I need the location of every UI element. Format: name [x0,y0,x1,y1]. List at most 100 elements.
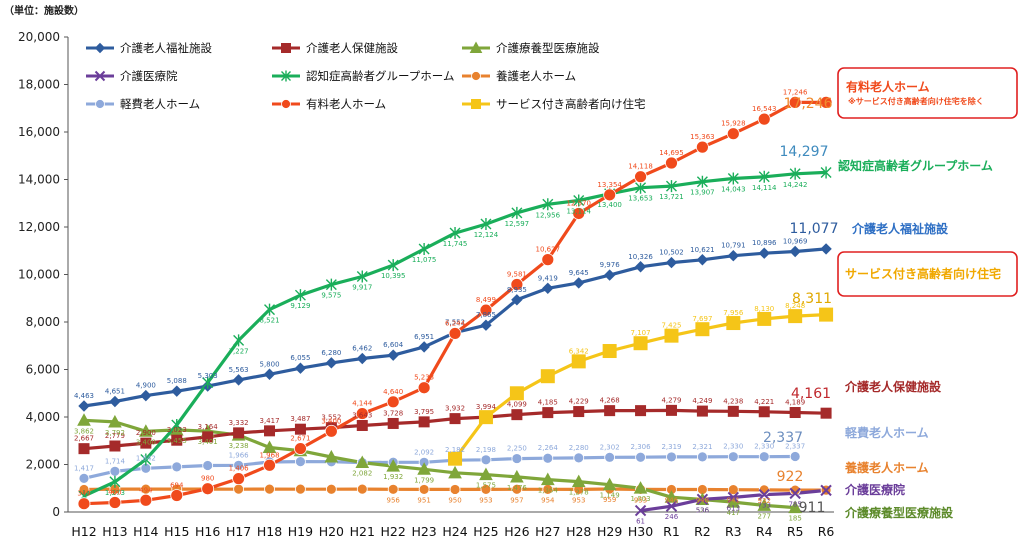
data-label: 4,238 [723,397,743,405]
y-tick-label: 18,000 [18,78,60,92]
data-label: 4,463 [74,392,94,400]
data-point [262,440,277,453]
data-point [634,261,647,273]
end-value-keihi: 2,337 [763,430,803,446]
data-label: 9,575 [321,292,341,300]
data-point [602,344,617,359]
data-point [665,500,678,512]
right-label-iryoin: 介護医療院 [844,482,905,497]
data-point [77,497,91,511]
data-label: 9,917 [352,283,372,291]
x-tick-label: H25 [473,524,498,539]
series-points [77,96,834,517]
data-label: 1,273 [105,489,125,497]
x-tick-label: H20 [319,524,344,539]
right-label-yogo: 養護老人ホーム [844,460,929,475]
x-axis: H12 H13 H14 H15 H16 H17 H18 H19 H20 H21 H22 H23 H24 H… [68,511,834,539]
data-label: 3,332 [229,419,249,427]
data-label: 3,643 [352,411,372,419]
data-point [78,443,90,455]
data-labels: 4,463 4,651 4,900 5,088 5,303 5,563 5,800 6,055… [74,88,808,525]
end-value-fukushi: 11,077 [790,221,839,237]
data-point [789,484,801,496]
data-point [448,465,462,479]
x-tick-label: H16 [195,524,220,539]
data-point [758,406,770,418]
data-point [171,385,183,397]
data-label: 733 [758,502,771,510]
data-label: 954 [541,496,555,504]
legend-label: 介護療養型医療施設 [496,41,600,55]
data-point [324,449,339,463]
x-tick-label: H26 [504,524,529,539]
data-label: 1,575 [476,482,496,490]
data-label: 3,728 [383,409,403,417]
data-point [509,386,524,401]
data-label: 7,425 [661,322,681,330]
data-point [665,180,677,193]
data-point [602,477,617,491]
data-point [356,419,368,431]
data-label: 6,951 [414,333,434,341]
data-label: 2,264 [538,444,559,452]
series-line [83,418,796,510]
data-point [696,405,708,417]
data-label: 12,956 [536,211,561,219]
data-point [819,307,834,322]
data-point [108,496,122,509]
x-tick-label: H22 [381,524,406,539]
data-point [170,489,184,502]
data-point [417,381,431,395]
data-label: 11,075 [412,256,437,264]
data-label: 959 [603,496,616,504]
x-tick-label: H19 [288,524,313,539]
data-label: 3,792 [105,429,125,437]
data-point [635,405,647,417]
data-point [325,278,337,291]
data-label: 2,306 [631,443,652,451]
data-point [418,484,430,495]
data-label: 2,900 [136,429,156,437]
data-label: 3,795 [414,408,434,416]
data-point [109,475,121,488]
data-label: 1,799 [414,476,434,484]
x-tick-label: R2 [694,524,711,539]
data-point [727,491,740,504]
data-point [171,418,183,431]
data-point [202,376,214,389]
data-label: 4,249 [692,397,712,405]
x-tick-label: H21 [350,524,375,539]
data-point [325,483,337,495]
data-point [386,459,401,472]
data-point [233,483,245,495]
data-label: 948 [696,496,709,504]
data-point [789,245,801,258]
legend-marker [471,99,481,109]
data-label: 10,326 [628,253,653,261]
data-label: 10,502 [659,249,684,257]
data-label: 4,268 [600,397,620,405]
data-label: 3,932 [445,405,465,413]
legend-label: 認知症高齢者グループホーム [306,69,454,83]
x-tick-label: R5 [787,524,804,539]
data-label: 6,280 [321,349,341,357]
data-label: 2,779 [105,432,125,440]
data-point [758,488,770,501]
data-label: 2,337 [785,442,805,450]
data-label: 1,149 [600,492,620,500]
data-label: 10,791 [721,242,746,250]
data-label: 2,198 [476,446,496,454]
data-point [633,336,648,351]
data-label: 14,114 [752,184,777,192]
data-point [480,454,492,466]
data-point [542,452,554,464]
data-point [788,500,803,514]
y-tick-label: 8,000 [26,315,60,329]
x-tick-label: H13 [102,524,127,539]
data-point [726,127,740,141]
data-point [665,404,677,416]
data-point [418,416,430,428]
data-point [820,243,832,255]
data-point [726,316,741,331]
data-point [510,469,524,483]
